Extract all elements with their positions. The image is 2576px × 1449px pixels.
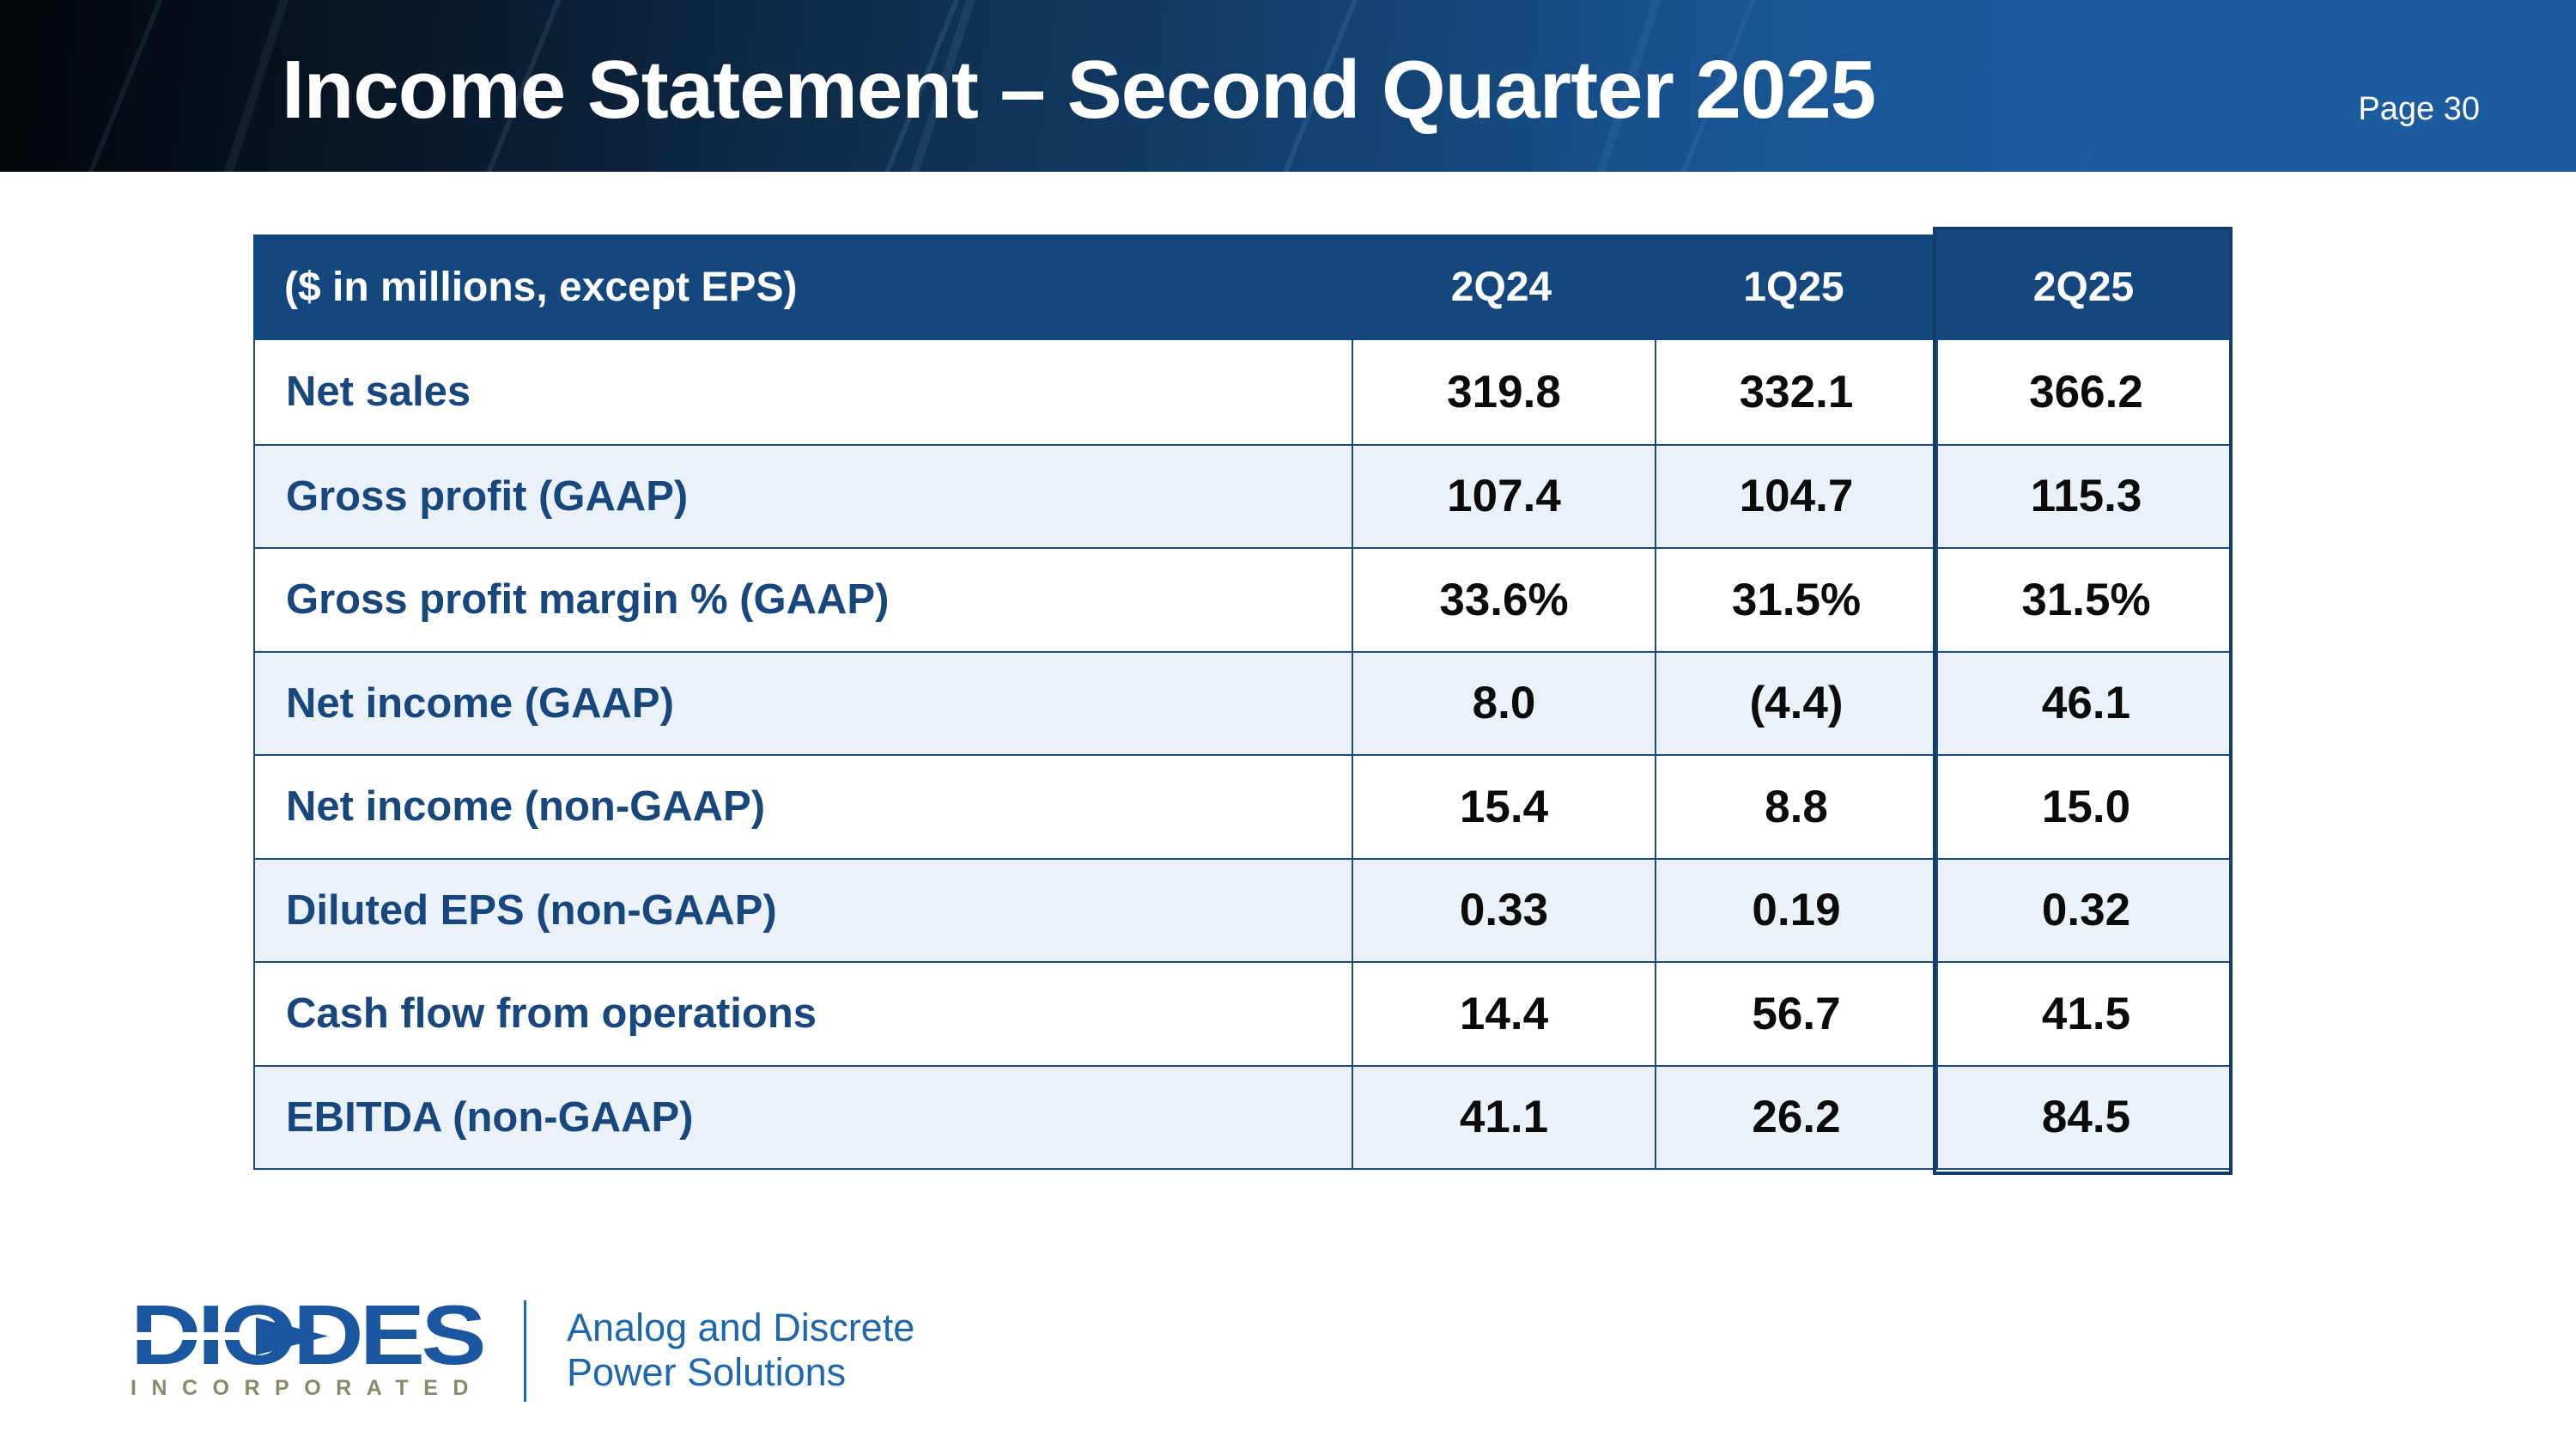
title-banner: Income Statement – Second Quarter 2025 P… <box>0 0 2576 172</box>
row-label: Net income (GAAP) <box>286 679 674 727</box>
page-number: Page 30 <box>2358 91 2480 127</box>
value-2q24: 41.1 <box>1352 1066 1655 1168</box>
row-label: Gross profit (GAAP) <box>286 472 689 520</box>
value-2q24: 319.8 <box>1352 340 1655 444</box>
value-2q25: 46.1 <box>1936 652 2234 754</box>
diodes-logo: DIODES INCORPORATED <box>131 1299 483 1401</box>
logo-incorporated-label: INCORPORATED <box>131 1376 483 1400</box>
highlighted-column-cap <box>1935 227 2233 240</box>
value-2q24: 107.4 <box>1352 445 1655 547</box>
value-1q25: 332.1 <box>1655 340 1936 444</box>
value-2q24: 8.0 <box>1352 652 1655 754</box>
diode-wire-icon <box>131 1332 323 1340</box>
row-label: Gross profit margin % (GAAP) <box>286 576 890 624</box>
value-2q25: 31.5% <box>1936 549 2234 651</box>
tagline-line-1: Analog and Discrete <box>567 1306 915 1349</box>
row-label: EBITDA (non-GAAP) <box>286 1093 694 1141</box>
row-label: Diluted EPS (non-GAAP) <box>286 886 777 934</box>
table-body: Net sales 319.8 332.1 366.2 Gross profit… <box>253 340 2233 1170</box>
row-label: Cash flow from operations <box>286 990 817 1038</box>
value-2q25: 115.3 <box>1936 445 2234 547</box>
value-2q24: 33.6% <box>1352 549 1655 651</box>
row-label: Net sales <box>286 368 471 416</box>
tagline-line-2: Power Solutions <box>567 1350 847 1394</box>
diodes-wordmark-icon: DIODES <box>131 1299 483 1371</box>
column-header-1q25: 1Q25 <box>1743 265 1844 310</box>
table-row: Diluted EPS (non-GAAP) 0.33 0.19 0.32 <box>255 857 2234 961</box>
value-1q25: 0.19 <box>1655 859 1936 961</box>
value-1q25: (4.4) <box>1655 652 1936 754</box>
diode-arrow-icon <box>256 1318 328 1355</box>
table-row: Gross profit margin % (GAAP) 33.6% 31.5%… <box>255 547 2231 651</box>
table-row: Net sales 319.8 332.1 366.2 <box>255 340 2231 444</box>
column-header-2q25: 2Q25 <box>2032 265 2135 310</box>
table-row: Net income (non-GAAP) 15.4 8.8 15.0 <box>255 754 2231 858</box>
table-row: Gross profit (GAAP) 107.4 104.7 115.3 <box>255 443 2234 547</box>
value-2q24: 14.4 <box>1352 963 1655 1065</box>
table-row: Net income (GAAP) 8.0 (4.4) 46.1 <box>255 650 2234 754</box>
table-unit-label: ($ in millions, except EPS) <box>284 265 798 310</box>
table-row: Cash flow from operations 14.4 56.7 41.5 <box>255 961 2231 1065</box>
value-2q25: 41.5 <box>1936 963 2234 1065</box>
table-row: EBITDA (non-GAAP) 41.1 26.2 84.5 <box>255 1064 2234 1168</box>
value-2q25: 15.0 <box>1936 756 2234 858</box>
value-1q25: 8.8 <box>1655 756 1936 858</box>
page-title: Income Statement – Second Quarter 2025 <box>282 44 1876 136</box>
value-2q25: 84.5 <box>1936 1066 2234 1168</box>
value-1q25: 104.7 <box>1655 445 1936 547</box>
value-1q25: 31.5% <box>1655 549 1936 651</box>
value-2q24: 0.33 <box>1352 859 1655 961</box>
column-header-2q24: 2Q24 <box>1450 265 1552 310</box>
value-2q25: 366.2 <box>1936 340 2234 444</box>
value-1q25: 56.7 <box>1655 963 1936 1065</box>
value-2q25: 0.32 <box>1936 859 2234 961</box>
table-header-row: ($ in millions, except EPS) 2Q24 1Q25 2Q… <box>253 234 2233 340</box>
value-2q24: 15.4 <box>1352 756 1655 858</box>
logo-tagline: Analog and Discrete Power Solutions <box>567 1306 914 1395</box>
row-label: Net income (non-GAAP) <box>286 783 766 831</box>
value-1q25: 26.2 <box>1655 1066 1936 1168</box>
income-statement-table: ($ in millions, except EPS) 2Q24 1Q25 2Q… <box>253 227 2233 1175</box>
logo-divider <box>524 1300 526 1402</box>
